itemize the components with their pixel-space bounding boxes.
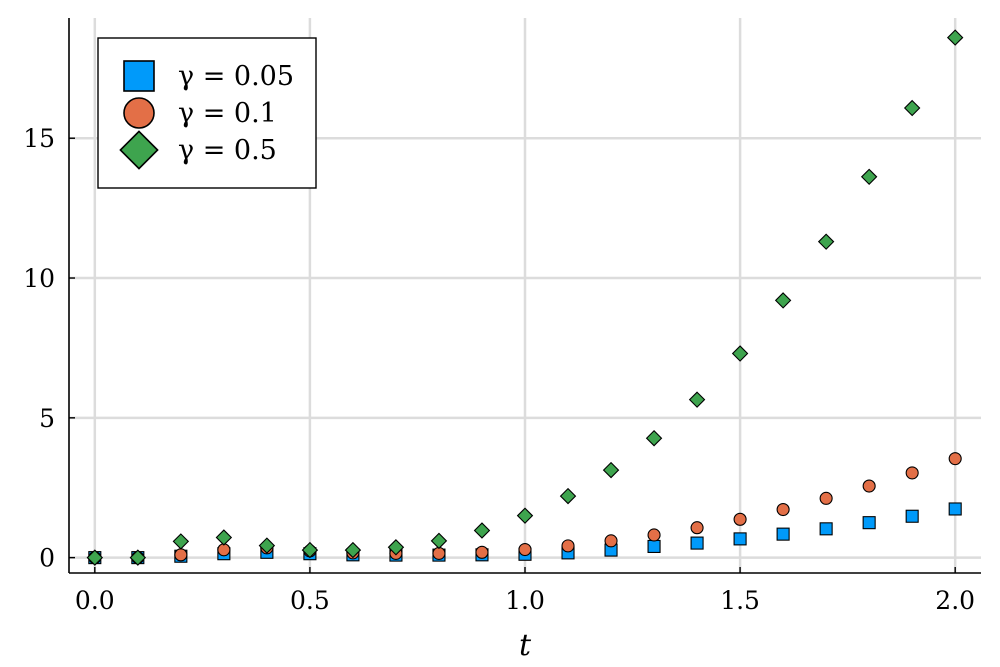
data-point-square	[862, 516, 876, 530]
data-point-circle	[776, 502, 790, 517]
data-point-diamond	[301, 541, 319, 559]
data-point-square	[819, 522, 833, 536]
data-point-diamond	[860, 168, 878, 186]
data-point-diamond	[430, 532, 448, 550]
data-point-square	[690, 536, 704, 550]
data-point-circle	[819, 491, 833, 505]
data-point-diamond	[774, 292, 792, 309]
legend: γ = 0.05 γ = 0.1 γ = 0.5	[97, 37, 317, 189]
data-point-diamond	[731, 345, 749, 362]
y-tick-label: 5	[39, 404, 55, 433]
data-point-diamond	[86, 549, 104, 566]
data-point-circle	[518, 542, 532, 557]
legend-marker-square	[123, 60, 155, 92]
x-tick-label: 0.5	[290, 586, 330, 615]
data-points	[86, 29, 964, 566]
legend-marker-circle	[123, 97, 155, 129]
series-diamond-points	[86, 29, 964, 566]
y-tick-label: 0	[39, 544, 55, 573]
data-point-diamond	[688, 391, 706, 408]
data-point-diamond	[559, 487, 577, 505]
legend-marker-diamond	[119, 130, 159, 170]
data-point-diamond	[172, 533, 190, 550]
y-tick-label: 15	[23, 124, 55, 153]
x-tick-label: 1.5	[720, 586, 760, 615]
data-point-diamond	[817, 233, 835, 250]
legend-label: γ = 0.5	[178, 135, 277, 166]
data-point-circle	[174, 548, 188, 562]
data-point-square	[733, 532, 747, 546]
data-point-circle	[948, 452, 962, 466]
data-point-diamond	[946, 29, 964, 46]
data-point-circle	[690, 521, 704, 535]
x-tick-label: 1.0	[505, 586, 545, 615]
data-point-square	[647, 539, 661, 553]
data-point-circle	[733, 512, 747, 526]
legend-label: γ = 0.05	[178, 61, 294, 92]
data-point-circle	[862, 479, 876, 493]
data-point-diamond	[516, 507, 534, 524]
data-point-circle	[647, 528, 661, 542]
data-point-square	[905, 509, 919, 523]
x-tick-label: 2.0	[935, 586, 975, 615]
data-point-square	[776, 527, 790, 541]
y-tick-label: 10	[23, 264, 55, 293]
data-point-circle	[432, 546, 446, 560]
data-point-diamond	[215, 529, 233, 546]
x-axis-title: t	[519, 628, 532, 663]
data-point-circle	[604, 534, 618, 548]
data-point-diamond	[645, 430, 663, 447]
tick-marks-and-labels: 0.0 0.5 1.0 1.5 2.0 0 5 10 15	[23, 124, 975, 615]
data-point-diamond	[344, 541, 362, 559]
data-point-square	[948, 502, 962, 516]
legend-label: γ = 0.1	[178, 98, 277, 129]
data-point-circle	[905, 466, 919, 480]
data-point-diamond	[473, 522, 491, 539]
x-tick-label: 0.0	[75, 586, 115, 615]
data-point-circle	[561, 539, 575, 553]
data-point-diamond	[602, 461, 620, 479]
data-point-diamond	[387, 539, 405, 556]
data-point-diamond	[258, 537, 276, 554]
data-point-diamond	[903, 99, 921, 117]
data-point-diamond	[129, 549, 147, 566]
data-point-circle	[475, 545, 489, 559]
